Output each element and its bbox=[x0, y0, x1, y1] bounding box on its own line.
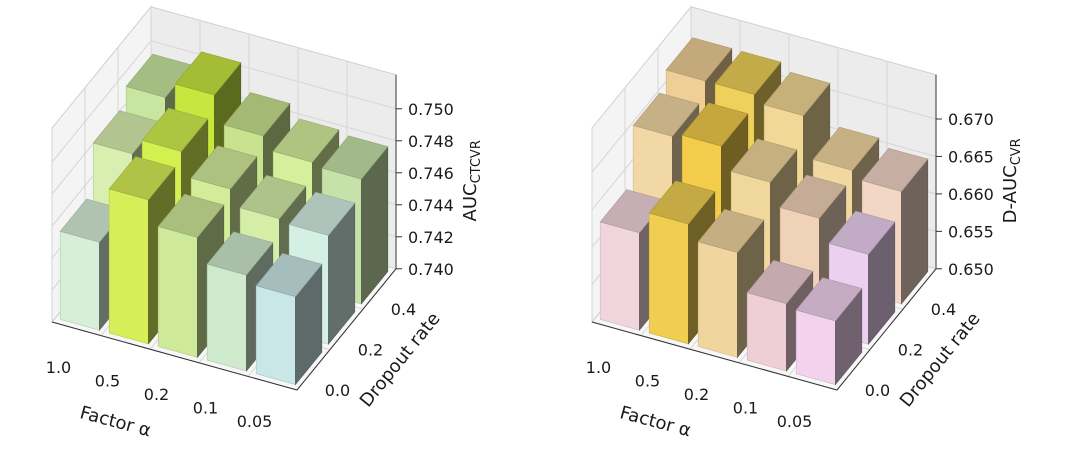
bar-front-face bbox=[157, 226, 198, 358]
bar-top-face bbox=[697, 208, 765, 253]
z-ticks: 0.740 0.742 0.744 0.746 0.748 0.750 bbox=[396, 100, 454, 279]
x-ticks: 1.0 0.5 0.2 0.1 0.05 bbox=[46, 358, 273, 431]
x-axis-line bbox=[51, 321, 298, 391]
x-tick-label: 0.5 bbox=[95, 371, 120, 390]
auc-ctcvr-3d-bar-chart: 1.0 0.5 0.2 0.1 0.05 Factor α 0.0 0.2 0.4Dropout… bbox=[46, 5, 484, 441]
bar-top-face bbox=[828, 210, 896, 255]
bar-top-face bbox=[861, 147, 929, 192]
y-tick-label: 0.2 bbox=[358, 340, 383, 359]
bar-top-face bbox=[157, 193, 225, 238]
bar bbox=[795, 277, 863, 386]
x-tick-label: 0.05 bbox=[777, 412, 813, 431]
z-tick-label: 0.744 bbox=[408, 196, 454, 215]
bar-top-face bbox=[812, 126, 880, 171]
bar-front-face bbox=[648, 212, 689, 345]
z-tick-label: 0.742 bbox=[408, 228, 454, 247]
x-tick-label: 0.1 bbox=[193, 399, 218, 418]
y-tick-label: 0.4 bbox=[391, 300, 416, 319]
y-tick-label: 0.0 bbox=[325, 381, 350, 400]
z-tick-label: 0.748 bbox=[408, 132, 454, 151]
bar-front-face bbox=[795, 309, 836, 385]
z-tick-label: 0.660 bbox=[948, 185, 994, 204]
y-ticks: 0.0 0.2 0.4 bbox=[865, 300, 956, 400]
x-tick-label: 0.2 bbox=[144, 385, 169, 404]
bar-top-face bbox=[763, 72, 831, 116]
z-tick-label: 0.750 bbox=[408, 100, 454, 119]
y-ticks: 0.0 0.2 0.4 bbox=[325, 300, 416, 400]
bar-top-face bbox=[288, 191, 356, 236]
x-axis-label: Factor α bbox=[78, 402, 154, 441]
y-axis-line bbox=[836, 268, 937, 391]
x-ticks: 1.0 0.5 0.2 0.1 0.05 bbox=[586, 358, 813, 431]
x-tick-label: 1.0 bbox=[46, 358, 71, 377]
bar-top-face bbox=[321, 135, 389, 180]
bar-front-face bbox=[108, 188, 149, 345]
bar bbox=[255, 253, 323, 386]
x-axis-line bbox=[591, 321, 838, 391]
z-tick-label: 0.670 bbox=[948, 110, 994, 129]
bar-top-face bbox=[681, 102, 749, 147]
bar-top-face bbox=[174, 51, 242, 96]
d-auc-cvr-3d-bar-chart: 1.0 0.5 0.2 0.1 0.05 Factor α 0.0 0.2 0.4Dropout… bbox=[586, 5, 1024, 441]
bar-top-face bbox=[141, 107, 209, 152]
y-axis-label: Dropout rate bbox=[896, 309, 985, 412]
bar-top-face bbox=[746, 260, 814, 304]
bars bbox=[59, 51, 389, 386]
y-tick-label: 0.2 bbox=[898, 340, 923, 359]
y-axis-line bbox=[296, 268, 397, 391]
x-tick-label: 0.05 bbox=[237, 412, 273, 431]
z-tick-label: 0.650 bbox=[948, 260, 994, 279]
bar-front-face bbox=[206, 263, 247, 372]
z-tick-label: 0.740 bbox=[408, 260, 454, 279]
bar-front-face bbox=[255, 285, 296, 385]
x-tick-label: 0.2 bbox=[684, 385, 709, 404]
x-tick-label: 1.0 bbox=[586, 358, 611, 377]
bar-front-face bbox=[697, 241, 738, 358]
bar-top-face bbox=[239, 175, 307, 219]
bar-top-face bbox=[779, 174, 847, 219]
x-tick-label: 0.1 bbox=[733, 399, 758, 418]
bar-front-face bbox=[599, 221, 640, 331]
z-axis-label: D-AUCCVR bbox=[1000, 138, 1024, 223]
x-axis-label: Factor α bbox=[618, 402, 694, 441]
bar-top-face bbox=[714, 50, 782, 95]
bar-top-face bbox=[255, 253, 323, 297]
bar-top-face bbox=[648, 180, 716, 225]
bar-top-face bbox=[795, 277, 863, 322]
y-tick-label: 0.4 bbox=[931, 300, 956, 319]
x-tick-label: 0.5 bbox=[635, 371, 660, 390]
bar-top-face bbox=[632, 92, 700, 137]
bar-front-face bbox=[746, 292, 787, 372]
bars bbox=[599, 37, 929, 386]
z-tick-label: 0.746 bbox=[408, 164, 454, 183]
bar-front-face bbox=[59, 230, 100, 331]
bar-top-face bbox=[272, 118, 340, 163]
z-axis-label: AUCCTCVR bbox=[460, 140, 484, 221]
bar-top-face bbox=[223, 92, 291, 137]
bar-top-face bbox=[665, 37, 733, 82]
y-axis-label: Dropout rate bbox=[356, 309, 445, 412]
bar-top-face bbox=[190, 145, 258, 190]
bar-top-face bbox=[206, 231, 274, 276]
z-ticks: 0.650 0.655 0.660 0.665 0.670 bbox=[936, 110, 994, 279]
z-tick-label: 0.655 bbox=[948, 222, 994, 241]
bar-top-face bbox=[108, 156, 176, 201]
y-tick-label: 0.0 bbox=[865, 381, 890, 400]
z-tick-label: 0.665 bbox=[948, 147, 994, 166]
bar-top-face bbox=[730, 138, 798, 183]
